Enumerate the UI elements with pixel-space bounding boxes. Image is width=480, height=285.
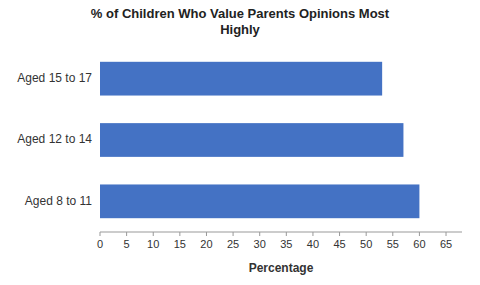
x-tick — [206, 232, 207, 236]
x-tick-label: 40 — [307, 238, 319, 250]
bar — [100, 62, 382, 96]
x-tick-label: 60 — [413, 238, 425, 250]
x-tick — [419, 232, 420, 236]
x-tick — [153, 232, 154, 236]
x-tick-label: 20 — [200, 238, 212, 250]
bar — [100, 123, 403, 157]
x-tick-label: 55 — [387, 238, 399, 250]
x-tick-label: 15 — [174, 238, 186, 250]
x-tick-label: 65 — [440, 238, 452, 250]
category-label: Aged 15 to 17 — [17, 71, 92, 85]
x-tick — [259, 232, 260, 236]
bars — [100, 62, 419, 218]
chart-svg: % of Children Who Value Parents Opinions… — [0, 0, 480, 285]
x-tick — [446, 232, 447, 236]
x-tick-label: 5 — [124, 238, 130, 250]
x-tick — [126, 232, 127, 236]
x-tick — [286, 232, 287, 236]
x-tick-label: 35 — [280, 238, 292, 250]
chart-title: % of Children Who Value Parents Opinions… — [91, 6, 390, 37]
chart-container: % of Children Who Value Parents Opinions… — [0, 0, 480, 285]
x-tick — [100, 232, 101, 236]
x-axis-label: Percentage — [249, 261, 314, 275]
x-tick-label: 0 — [97, 238, 103, 250]
category-labels: Aged 15 to 17 Aged 12 to 14 Aged 8 to 11 — [17, 71, 92, 208]
x-tick — [312, 232, 313, 236]
bar — [100, 184, 419, 218]
x-tick — [339, 232, 340, 236]
category-label: Aged 8 to 11 — [25, 194, 92, 208]
x-tick — [392, 232, 393, 236]
x-tick — [366, 232, 367, 236]
x-tick-label: 25 — [227, 238, 239, 250]
x-tick-label: 50 — [360, 238, 372, 250]
x-tick-label: 10 — [147, 238, 159, 250]
x-tick-label: 45 — [333, 238, 345, 250]
x-axis: 0 5 10 15 20 25 30 35 40 45 50 55 60 65 — [97, 232, 462, 250]
x-tick — [233, 232, 234, 236]
category-label: Aged 12 to 14 — [17, 132, 92, 146]
x-tick — [179, 232, 180, 236]
x-axis-line — [100, 232, 462, 233]
x-tick-label: 30 — [254, 238, 266, 250]
